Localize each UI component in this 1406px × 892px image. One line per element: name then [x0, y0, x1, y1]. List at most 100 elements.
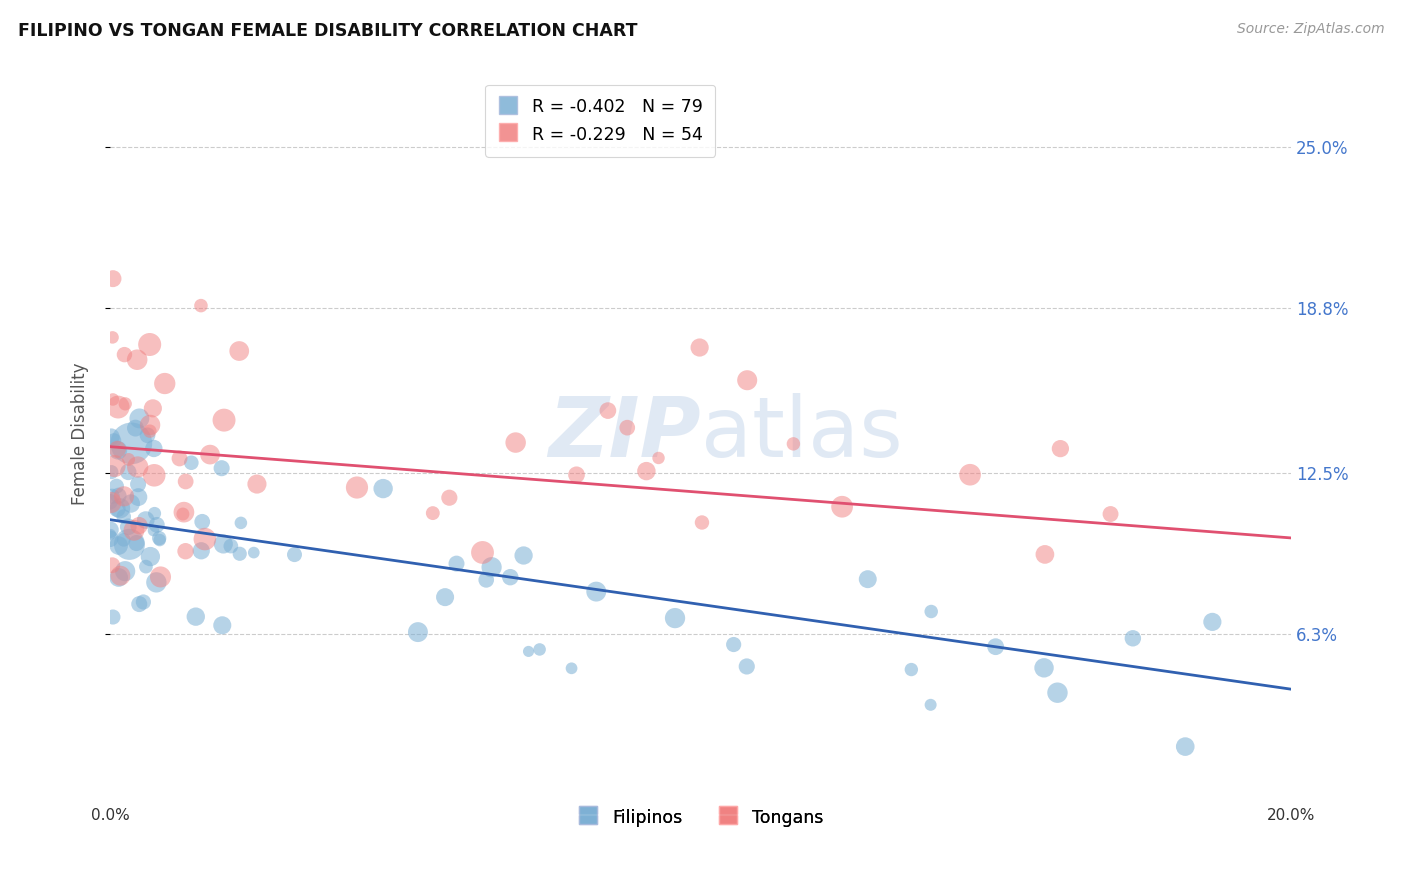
- Point: [169, 451, 191, 466]
- Point: [434, 590, 457, 604]
- Point: [104, 458, 127, 473]
- Point: [142, 401, 165, 416]
- Point: [190, 299, 212, 313]
- Point: [499, 570, 522, 584]
- Point: [481, 560, 503, 574]
- Point: [139, 549, 162, 564]
- Point: [153, 376, 176, 391]
- Point: [446, 557, 468, 571]
- Point: [191, 515, 214, 529]
- Point: [98, 532, 121, 546]
- Point: [143, 468, 166, 483]
- Point: [142, 524, 165, 538]
- Point: [1046, 686, 1069, 700]
- Point: [856, 572, 879, 586]
- Point: [117, 520, 139, 534]
- Point: [831, 500, 853, 514]
- Point: [228, 344, 250, 359]
- Point: [136, 428, 159, 442]
- Point: [735, 659, 758, 673]
- Point: [229, 547, 252, 561]
- Point: [98, 494, 121, 508]
- Point: [107, 400, 129, 414]
- Point: [1099, 507, 1122, 521]
- Point: [117, 465, 139, 479]
- Point: [283, 548, 305, 562]
- Point: [149, 533, 172, 547]
- Point: [561, 661, 583, 675]
- Point: [596, 403, 619, 417]
- Point: [346, 481, 368, 495]
- Point: [190, 543, 212, 558]
- Point: [101, 610, 124, 624]
- Point: [920, 605, 942, 619]
- Point: [242, 546, 264, 560]
- Y-axis label: Female Disability: Female Disability: [72, 362, 89, 505]
- Point: [212, 413, 235, 427]
- Point: [107, 539, 129, 553]
- Point: [1201, 615, 1223, 629]
- Point: [735, 373, 758, 387]
- Point: [439, 491, 461, 505]
- Point: [512, 549, 534, 563]
- Point: [138, 337, 160, 351]
- Point: [517, 644, 540, 658]
- Point: [505, 435, 527, 450]
- Text: Source: ZipAtlas.com: Source: ZipAtlas.com: [1237, 22, 1385, 37]
- Point: [616, 420, 638, 434]
- Point: [105, 442, 128, 457]
- Point: [690, 516, 713, 530]
- Point: [1122, 632, 1144, 646]
- Point: [114, 564, 136, 578]
- Point: [105, 501, 128, 516]
- Point: [212, 537, 235, 551]
- Point: [1033, 548, 1056, 562]
- Point: [211, 461, 233, 475]
- Point: [105, 479, 128, 493]
- Point: [689, 341, 711, 355]
- Point: [100, 495, 122, 509]
- Point: [180, 456, 202, 470]
- Point: [422, 506, 444, 520]
- Point: [211, 618, 233, 632]
- Point: [107, 443, 129, 458]
- Point: [172, 507, 194, 521]
- Point: [782, 437, 804, 451]
- Point: [1049, 442, 1071, 456]
- Point: [585, 584, 607, 599]
- Point: [135, 559, 157, 574]
- Point: [132, 595, 155, 609]
- Point: [101, 489, 124, 503]
- Point: [100, 527, 122, 541]
- Point: [127, 477, 149, 491]
- Point: [1033, 661, 1056, 675]
- Point: [475, 573, 498, 587]
- Point: [120, 436, 142, 450]
- Point: [124, 421, 146, 435]
- Point: [142, 442, 165, 456]
- Point: [149, 570, 172, 584]
- Point: [135, 513, 157, 527]
- Point: [198, 448, 221, 462]
- Point: [100, 430, 122, 444]
- Point: [120, 497, 142, 511]
- Point: [127, 460, 149, 475]
- Point: [406, 625, 429, 640]
- Point: [984, 640, 1007, 654]
- Point: [1174, 739, 1197, 754]
- Point: [529, 642, 551, 657]
- Point: [174, 475, 197, 489]
- Point: [118, 537, 141, 551]
- Point: [139, 417, 162, 432]
- Point: [117, 452, 139, 467]
- Point: [219, 539, 242, 553]
- Point: [112, 489, 135, 503]
- Point: [114, 348, 136, 362]
- Point: [900, 663, 922, 677]
- Point: [194, 532, 217, 546]
- Point: [112, 533, 135, 547]
- Point: [122, 524, 145, 538]
- Point: [127, 352, 149, 367]
- Point: [101, 558, 124, 573]
- Point: [246, 477, 269, 491]
